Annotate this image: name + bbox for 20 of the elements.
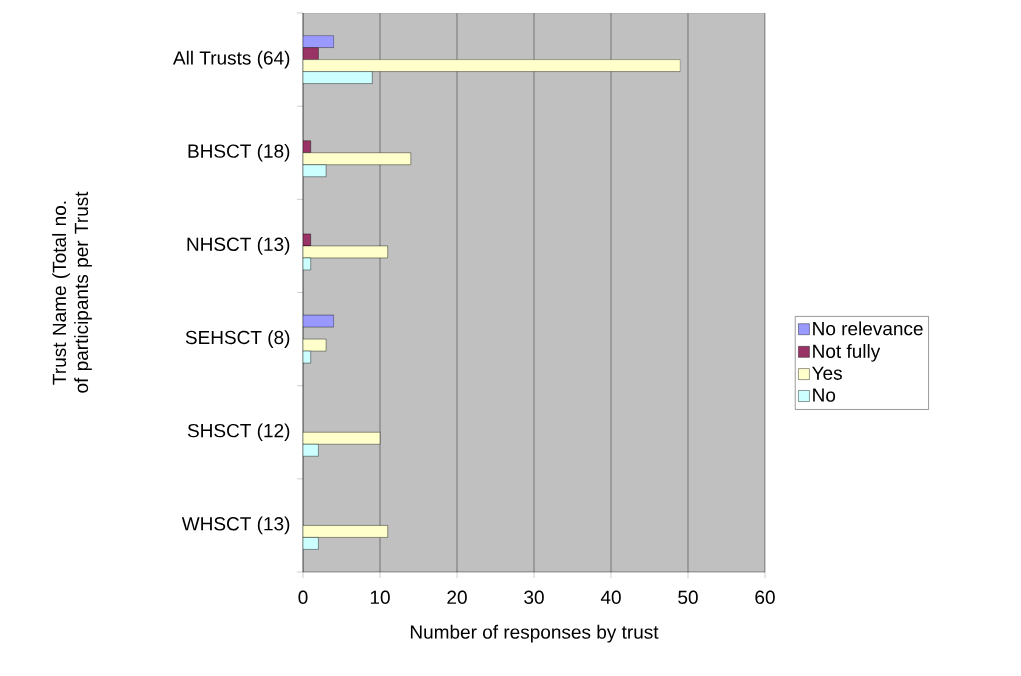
y-tick-label: WHSCT (13) — [181, 516, 290, 535]
legend-label: No — [813, 388, 836, 402]
legend-label: No relevance — [813, 321, 923, 336]
y-tick-label: SHSCT (12) — [187, 423, 290, 442]
y-tick-label: All Trusts (64) — [172, 50, 290, 69]
x-tick-label: 50 — [678, 590, 698, 604]
legend-label: Not fully — [813, 344, 881, 362]
legend-label: Yes — [812, 366, 842, 380]
x-tick-label: 40 — [600, 590, 621, 604]
y-tick-label: SEHSCT (8) — [185, 330, 290, 348]
x-tick-label: 20 — [447, 590, 467, 604]
x-axis-title: Number of responses by trust — [410, 624, 659, 643]
bar — [303, 71, 373, 84]
y-axis-title: Trust Name (Total no. of participants per Trust — [52, 191, 92, 393]
x-tick-label: 30 — [524, 590, 544, 604]
x-tick-label: 60 — [755, 590, 775, 604]
y-tick-label: NHSCT (13) — [187, 237, 290, 255]
y-tick-label: BHSCT (18) — [188, 143, 290, 162]
x-tick-label: 10 — [370, 590, 390, 604]
x-tick-label: 0 — [298, 590, 308, 604]
